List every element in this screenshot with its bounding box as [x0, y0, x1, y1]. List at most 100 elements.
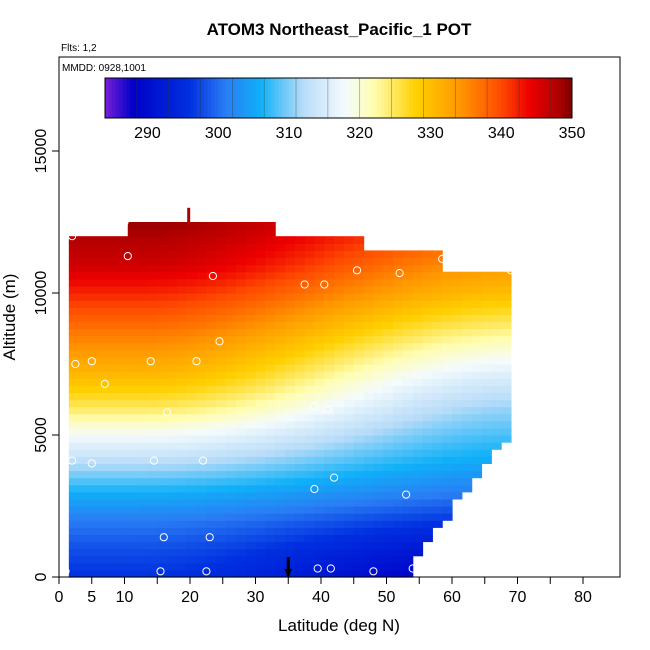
- colorbar-swatch: [526, 78, 530, 118]
- heatmap-cell: [393, 506, 404, 514]
- heatmap-cell: [98, 378, 109, 386]
- heatmap-cell: [176, 385, 188, 393]
- heatmap-cell: [275, 335, 286, 344]
- heatmap-cell: [245, 278, 257, 287]
- heatmap-cell: [196, 278, 207, 287]
- heatmap-cell: [186, 293, 198, 301]
- heatmap-cell: [314, 562, 325, 571]
- heatmap-cell: [245, 435, 257, 443]
- heatmap-cell: [383, 356, 394, 365]
- heatmap-cell: [275, 392, 286, 401]
- heatmap-cell: [373, 534, 384, 543]
- heatmap-cell: [255, 271, 266, 280]
- heatmap-cell: [412, 498, 424, 507]
- heatmap-cell: [176, 541, 188, 550]
- heatmap-cell: [98, 349, 109, 358]
- heatmap-cell: [501, 300, 512, 308]
- heatmap-cell: [294, 342, 306, 351]
- heatmap-cell: [383, 328, 394, 337]
- heatmap-cell: [304, 470, 316, 479]
- heatmap-cell: [334, 335, 345, 344]
- heatmap-cell: [147, 520, 158, 528]
- heatmap-cell: [98, 534, 109, 543]
- heatmap-cell: [157, 349, 168, 358]
- heatmap-cell: [167, 229, 178, 237]
- heatmap-cell: [226, 264, 237, 273]
- heatmap-cell: [432, 293, 443, 301]
- heatmap-cell: [98, 278, 109, 287]
- heatmap-cell: [432, 335, 443, 344]
- heatmap-cell: [393, 442, 404, 450]
- heatmap-cell: [353, 250, 365, 259]
- heatmap-cell: [275, 378, 286, 386]
- heatmap-cell: [412, 385, 424, 393]
- heatmap-cell: [324, 293, 335, 301]
- heatmap-cell: [343, 328, 355, 337]
- heatmap-cell: [353, 293, 365, 301]
- heatmap-cell: [98, 399, 109, 408]
- heatmap-cell: [452, 378, 463, 386]
- heatmap-cell: [108, 456, 119, 464]
- heatmap-cell: [216, 349, 227, 358]
- heatmap-cell: [235, 257, 247, 266]
- heatmap-cell: [363, 271, 374, 280]
- heatmap-cell: [491, 356, 502, 365]
- heatmap-cell: [383, 307, 394, 315]
- colorbar-swatch: [426, 78, 431, 118]
- heatmap-cell: [343, 342, 355, 351]
- heatmap-cell: [275, 442, 286, 450]
- heatmap-cell: [226, 349, 237, 358]
- heatmap-cell: [304, 321, 316, 330]
- heatmap-cell: [471, 328, 483, 337]
- heatmap-cell: [206, 378, 217, 386]
- colorbar-swatch: [260, 78, 265, 118]
- heatmap-cell: [275, 236, 286, 244]
- colorbar-swatch: [214, 78, 219, 118]
- heatmap-cell: [255, 335, 266, 344]
- heatmap-cell: [501, 342, 512, 351]
- heatmap-cell: [471, 413, 483, 422]
- heatmap-cell: [491, 321, 502, 330]
- heatmap-cell: [167, 250, 178, 259]
- heatmap-cell: [186, 328, 198, 337]
- heatmap-cell: [294, 399, 306, 408]
- heatmap-cell: [353, 257, 365, 266]
- heatmap-cell: [98, 456, 109, 464]
- heatmap-cell: [383, 463, 394, 472]
- heatmap-cell: [157, 342, 168, 351]
- heatmap-cell: [176, 506, 188, 514]
- heatmap-cell: [294, 569, 306, 578]
- heatmap-cell: [117, 349, 129, 358]
- observation-point: [402, 490, 411, 499]
- heatmap-cell: [167, 527, 178, 535]
- heatmap-cell: [147, 513, 158, 521]
- colorbar-swatch: [175, 78, 180, 118]
- heatmap-cell: [255, 364, 266, 372]
- heatmap-cell: [108, 442, 119, 450]
- heatmap-cell: [98, 463, 109, 472]
- heatmap-cell: [88, 569, 99, 578]
- heatmap-cell: [235, 463, 247, 472]
- heatmap-cell: [501, 413, 512, 422]
- heatmap-cell: [412, 271, 424, 280]
- heatmap-cell: [88, 463, 99, 472]
- heatmap-cell: [98, 498, 109, 507]
- heatmap-cell: [363, 364, 374, 372]
- heatmap-cell: [206, 562, 217, 571]
- heatmap-cell: [78, 498, 90, 507]
- heatmap-cell: [422, 250, 433, 259]
- heatmap-cell: [324, 314, 335, 322]
- heatmap-cell: [324, 243, 335, 251]
- heatmap-cell: [412, 349, 424, 358]
- heatmap-cell: [117, 534, 129, 543]
- heatmap-cell: [452, 442, 463, 450]
- heatmap-cell: [98, 356, 109, 365]
- heatmap-cell: [412, 257, 424, 266]
- colorbar-swatch: [165, 78, 170, 118]
- heatmap-cell: [226, 527, 237, 535]
- heatmap-cell: [78, 491, 90, 500]
- heatmap-cell: [127, 527, 139, 535]
- heatmap-cell: [186, 385, 198, 393]
- heatmap-cell: [284, 278, 296, 287]
